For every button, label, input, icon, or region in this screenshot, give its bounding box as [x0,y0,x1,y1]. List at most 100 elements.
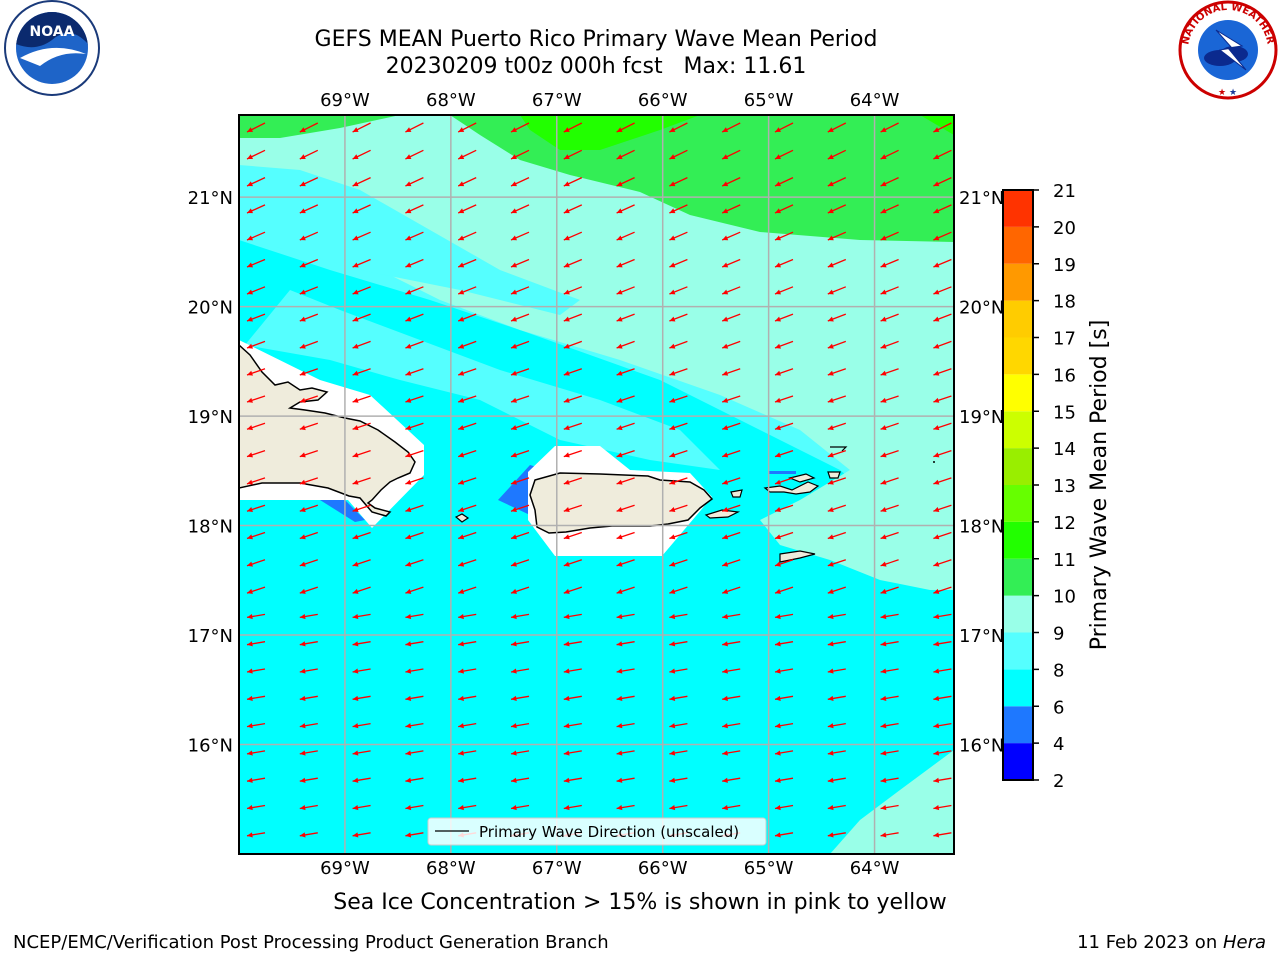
direction-arrow [457,231,477,241]
direction-arrow [616,422,635,431]
direction-arrow [933,286,952,295]
direction-arrow [669,122,688,133]
colorbar-tick-label: 15 [1053,402,1076,423]
lon-label-bottom: 67°W [532,858,582,879]
direction-arrow [721,340,741,349]
direction-arrow [933,149,952,160]
direction-arrow [458,695,477,701]
land-vieques [704,509,741,519]
direction-arrow [246,368,266,376]
land-islet [933,461,935,463]
direction-arrow [299,177,319,187]
direction-arrow [669,477,688,485]
lat-labels-right: 21°N 20°N 19°N 18°N 17°N 16°N [959,188,1004,756]
direction-arrow [774,777,794,783]
direction-arrow [563,231,583,241]
direction-arrow [510,340,530,349]
direction-arrow [669,149,688,160]
direction-arrow [352,422,371,431]
direction-arrow [563,531,583,540]
direction-arrow [880,477,899,485]
direction-arrow [246,313,266,322]
direction-arrow [458,668,477,674]
direction-arrow [457,531,477,540]
direction-arrow [774,149,794,160]
direction-arrow [563,368,583,376]
direction-arrow [352,559,371,567]
direction-arrow [352,149,371,160]
direction-arrow [827,668,846,674]
direction-arrow [457,149,477,160]
direction-arrow [563,340,583,349]
fill-4-6s-west [320,500,365,522]
direction-arrow [299,368,319,376]
colorbar-tick-label: 10 [1053,587,1076,608]
direction-arrow [616,668,635,674]
direction-arrow [933,177,952,187]
direction-arrow [721,149,741,160]
direction-arrow [933,368,952,376]
direction-arrow [880,368,899,376]
footer-credit: NCEP/EMC/Verification Post Processing Pr… [13,932,609,953]
direction-arrow [880,422,899,431]
svg-text:★: ★ [1229,88,1237,98]
direction-arrow [246,586,266,594]
direction-arrow [721,559,741,567]
direction-arrow [774,422,794,431]
direction-arrow [352,668,371,674]
direction-arrow [405,313,424,322]
direction-arrow [616,258,635,268]
direction-arrow [246,340,266,349]
direction-arrow [880,586,899,594]
direction-arrow [827,368,847,376]
direction-arrow [616,777,635,783]
direction-arrow [616,149,635,160]
direction-arrow [352,477,371,485]
direction-arrow [669,613,688,620]
direction-arrow [721,422,741,431]
land-sombrero [830,446,848,452]
direction-arrow [616,477,635,485]
direction-arrow [827,613,846,620]
map-legend: Primary Wave Direction (unscaled) [427,817,767,846]
colorbar-tick-label: 9 [1053,624,1064,645]
direction-arrow [246,750,266,756]
colorbar-tick-label: 18 [1053,292,1076,313]
lat-label-left: 18°N [188,517,233,538]
colorbar-tick-label: 2 [1053,771,1064,792]
footer-date-text: 11 Feb 2023 on [1077,932,1223,953]
direction-arrow [669,641,688,647]
direction-arrow [669,804,688,811]
direction-arrow [722,750,741,756]
direction-arrow [405,750,424,756]
direction-arrow [721,177,741,187]
direction-arrow [669,422,688,431]
direction-arrow [669,559,688,567]
colorbar-segment [1003,448,1033,485]
direction-arrow [510,695,530,701]
direction-arrow [299,586,319,594]
direction-arrow [933,204,952,214]
direction-arrow [457,313,477,322]
direction-arrow [246,422,266,431]
direction-arrow [457,204,477,214]
direction-arrow [827,559,847,567]
direction-arrow [721,449,741,458]
direction-arrow [510,613,530,620]
direction-arrow [616,641,635,647]
colorbar-label: Primary Wave Mean Period [s] [1087,320,1112,651]
direction-arrow [246,559,266,567]
direction-arrow [774,122,794,133]
direction-arrow [722,668,741,674]
land-virgin-islands [763,481,820,495]
direction-arrow [405,559,424,567]
map-frame [238,114,955,855]
lon-label-top: 67°W [532,90,582,111]
direction-arrow [880,777,899,783]
lon-labels-bottom: 69°W 68°W 67°W 66°W 65°W 64°W [320,858,900,879]
nws-logo: NATIONAL WEATHER SERVICE ★ ★ [1176,0,1278,100]
direction-arrow [510,722,530,729]
direction-arrow [563,777,582,783]
direction-arrow [246,477,266,485]
direction-arrow [933,804,952,811]
